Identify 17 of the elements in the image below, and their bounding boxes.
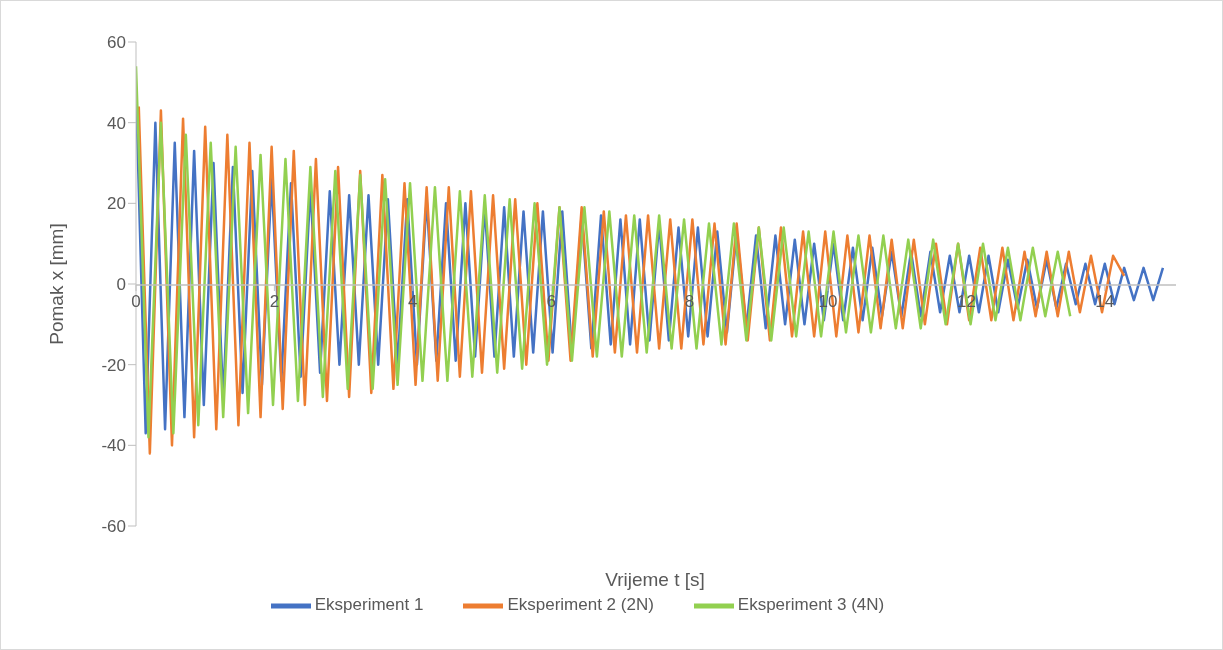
y-tick-label: 20 <box>107 194 126 214</box>
y-tick-label: -60 <box>101 517 126 537</box>
y-tick-label: -20 <box>101 355 126 375</box>
legend-label: Eksperiment 1 <box>314 595 424 615</box>
x-tick-label: 6 <box>546 292 556 311</box>
x-tick-label: 0 <box>131 292 141 311</box>
y-axis-title: Pomak x [mm] <box>45 223 67 345</box>
x-tick-label: 12 <box>956 292 976 311</box>
y-tick-label: 0 <box>116 275 126 295</box>
x-tick-label: 4 <box>408 292 418 311</box>
y-tick-label: 60 <box>107 33 126 53</box>
legend-label: Eksperiment 2 (2N) <box>507 595 654 615</box>
y-tick-label: -40 <box>101 436 126 456</box>
x-axis-title: Vrijeme t [s] <box>605 569 705 590</box>
x-tick-label: 8 <box>684 292 695 311</box>
legend-label: Eksperiment 3 (4N) <box>737 595 885 615</box>
y-tick-label: 40 <box>107 113 126 133</box>
